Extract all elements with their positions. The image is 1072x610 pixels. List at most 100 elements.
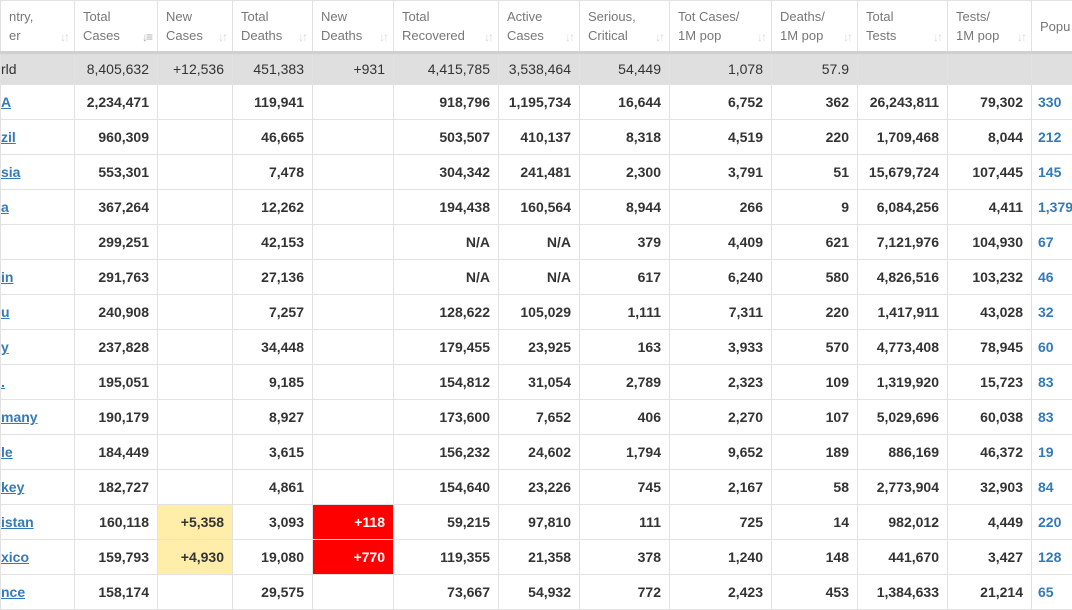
- cell-total-recovered: 128,622: [394, 295, 499, 330]
- cell-total-tests: 982,012: [858, 505, 948, 540]
- country-link[interactable]: y: [1, 339, 9, 355]
- country-link[interactable]: in: [1, 269, 13, 285]
- header-label: Critical: [588, 28, 628, 43]
- sort-icon[interactable]: ↓↑: [60, 28, 68, 47]
- population-link[interactable]: 1,379: [1038, 199, 1072, 215]
- cell-deaths-per-1m: 148: [772, 540, 858, 575]
- cell-serious-critical: 772: [580, 575, 670, 610]
- country-link[interactable]: A: [1, 94, 11, 110]
- cell-tests-per-1m: 78,945: [948, 330, 1032, 365]
- cell-population: 212: [1032, 120, 1072, 155]
- country-link[interactable]: .: [1, 374, 5, 390]
- sort-icon[interactable]: ↓↑: [379, 28, 387, 47]
- cell-new-cases: +12,536: [158, 53, 233, 85]
- sort-icon[interactable]: ↓↑: [655, 28, 663, 47]
- cell-tests-per-1m: 104,930: [948, 225, 1032, 260]
- cell-country: sia: [1, 155, 75, 190]
- country-link[interactable]: u: [1, 304, 10, 320]
- cell-total-recovered: 194,438: [394, 190, 499, 225]
- column-header-country[interactable]: ntry,er↓↑: [1, 1, 75, 53]
- population-link[interactable]: 330: [1038, 94, 1061, 110]
- cell-new-cases: [158, 435, 233, 470]
- cell-population: [1032, 53, 1072, 85]
- cell-country: le: [1, 435, 75, 470]
- cell-serious-critical: 379: [580, 225, 670, 260]
- population-link[interactable]: 84: [1038, 479, 1054, 495]
- cell-total-deaths: 46,665: [233, 120, 313, 155]
- cell-serious-critical: 2,300: [580, 155, 670, 190]
- header-label: New: [166, 9, 192, 24]
- population-link[interactable]: 128: [1038, 549, 1061, 565]
- cell-deaths-per-1m: 189: [772, 435, 858, 470]
- sort-icon[interactable]: ↓↑: [298, 28, 306, 47]
- sort-icon[interactable]: ↓↑: [484, 28, 492, 47]
- cell-active-cases: 21,358: [499, 540, 580, 575]
- cell-new-deaths: [313, 295, 394, 330]
- population-link[interactable]: 83: [1038, 409, 1054, 425]
- country-link[interactable]: nce: [1, 584, 25, 600]
- sort-icon[interactable]: ↓↑: [933, 28, 941, 47]
- header-label: Deaths/: [780, 9, 825, 24]
- country-link[interactable]: le: [1, 444, 13, 460]
- column-header-population[interactable]: Popu: [1032, 1, 1072, 53]
- population-link[interactable]: 212: [1038, 129, 1061, 145]
- country-link[interactable]: sia: [1, 164, 20, 180]
- sort-icon[interactable]: ↓≡: [142, 28, 151, 47]
- population-link[interactable]: 145: [1038, 164, 1061, 180]
- cell-new-cases: [158, 575, 233, 610]
- country-link[interactable]: istan: [1, 514, 34, 530]
- country-link[interactable]: many: [1, 409, 38, 425]
- cell-tests-per-1m: 4,449: [948, 505, 1032, 540]
- cell-tot-cases-per-1m: 2,270: [670, 400, 772, 435]
- cell-serious-critical: 8,944: [580, 190, 670, 225]
- population-link[interactable]: 67: [1038, 234, 1054, 250]
- population-link[interactable]: 32: [1038, 304, 1054, 320]
- sort-icon[interactable]: ↓↑: [1017, 28, 1025, 47]
- cell-total-tests: 4,826,516: [858, 260, 948, 295]
- population-link[interactable]: 19: [1038, 444, 1054, 460]
- population-link[interactable]: 60: [1038, 339, 1054, 355]
- cell-tot-cases-per-1m: 725: [670, 505, 772, 540]
- cell-total-deaths: 3,093: [233, 505, 313, 540]
- cell-total-tests: 886,169: [858, 435, 948, 470]
- cell-population: 330: [1032, 85, 1072, 120]
- country-link[interactable]: a: [1, 199, 9, 215]
- population-link[interactable]: 46: [1038, 269, 1054, 285]
- cell-total-tests: 5,029,696: [858, 400, 948, 435]
- column-header-serious-critical[interactable]: Serious,Critical↓↑: [580, 1, 670, 53]
- column-header-tot-cases-per-1m[interactable]: Tot Cases/1M pop↓↑: [670, 1, 772, 53]
- sort-icon[interactable]: ↓↑: [843, 28, 851, 47]
- population-link[interactable]: 220: [1038, 514, 1061, 530]
- cell-total-deaths: 3,615: [233, 435, 313, 470]
- country-link[interactable]: xico: [1, 549, 29, 565]
- cell-country: in: [1, 260, 75, 295]
- column-header-tests-per-1m[interactable]: Tests/1M pop↓↑: [948, 1, 1032, 53]
- cell-total-deaths: 12,262: [233, 190, 313, 225]
- cell-total-recovered: 59,215: [394, 505, 499, 540]
- cell-new-deaths: +770: [313, 540, 394, 575]
- sort-icon[interactable]: ↓↑: [565, 28, 573, 47]
- country-link[interactable]: zil: [1, 129, 16, 145]
- sort-icon[interactable]: ↓↑: [218, 28, 226, 47]
- header-label: Total: [866, 9, 893, 24]
- cell-country: A: [1, 85, 75, 120]
- population-link[interactable]: 83: [1038, 374, 1054, 390]
- cell-total-tests: 26,243,811: [858, 85, 948, 120]
- country-link[interactable]: key: [1, 479, 24, 495]
- column-header-deaths-per-1m[interactable]: Deaths/1M pop↓↑: [772, 1, 858, 53]
- population-link[interactable]: 65: [1038, 584, 1054, 600]
- cell-tests-per-1m: 79,302: [948, 85, 1032, 120]
- sort-icon[interactable]: ↓↑: [757, 28, 765, 47]
- cell-total-cases: 367,264: [75, 190, 158, 225]
